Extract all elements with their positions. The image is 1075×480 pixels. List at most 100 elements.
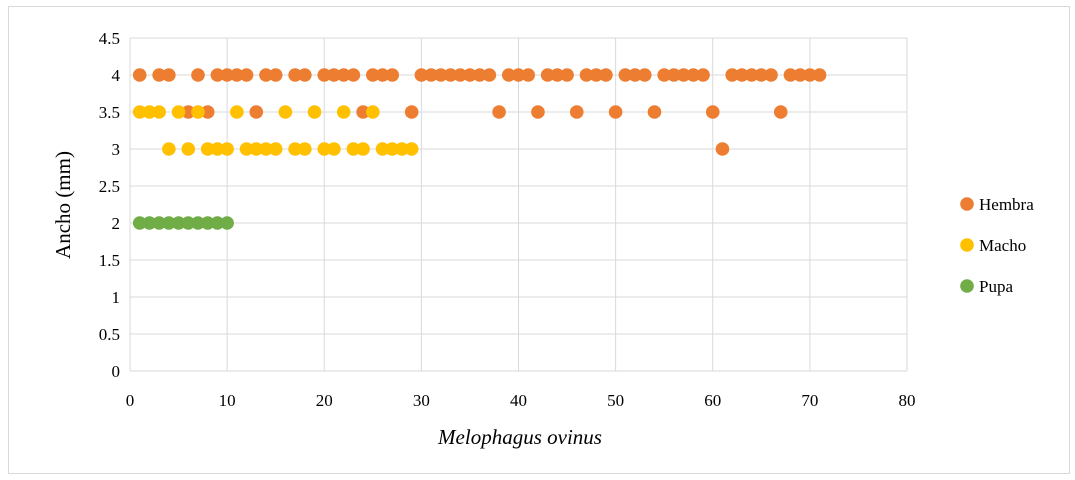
- data-point-hembra: [618, 68, 633, 82]
- data-point-hembra: [230, 68, 244, 82]
- data-point-hembra: [812, 68, 827, 82]
- data-point-hembra: [773, 105, 788, 119]
- data-point-hembra: [492, 105, 506, 119]
- data-point-hembra: [191, 68, 205, 82]
- data-point-hembra: [783, 68, 798, 82]
- data-point-hembra: [735, 68, 749, 82]
- y-tick-label: 2: [112, 214, 121, 233]
- y-tick-label: 1: [112, 288, 121, 307]
- data-point-hembra: [259, 68, 273, 82]
- data-point-hembra: [657, 68, 671, 82]
- data-point-hembra: [453, 68, 468, 82]
- data-point-macho: [259, 142, 273, 156]
- data-point-hembra: [647, 105, 662, 119]
- data-point-hembra: [132, 68, 147, 82]
- data-point-macho: [239, 142, 254, 156]
- data-point-hembra: [375, 68, 390, 82]
- data-point-hembra: [385, 68, 400, 82]
- data-point-hembra: [239, 68, 254, 82]
- data-point-hembra: [414, 68, 429, 82]
- data-point-macho: [278, 105, 293, 119]
- data-point-hembra: [346, 68, 361, 82]
- data-point-pupa: [181, 216, 196, 230]
- data-point-hembra: [434, 68, 448, 82]
- data-point-macho: [220, 142, 234, 156]
- x-tick-label: 50: [607, 391, 624, 410]
- data-point-hembra: [356, 105, 370, 119]
- data-point-pupa: [162, 216, 176, 230]
- data-point-hembra: [220, 68, 234, 82]
- data-point-hembra: [569, 105, 584, 119]
- x-axis-title: Melophagus ovinus: [437, 425, 602, 449]
- data-point-hembra: [288, 68, 302, 82]
- x-tick-label: 80: [899, 391, 916, 410]
- data-point-pupa: [152, 216, 166, 230]
- data-point-hembra: [667, 68, 681, 82]
- data-point-macho: [181, 142, 196, 156]
- x-tick-label: 20: [316, 391, 333, 410]
- data-point-pupa: [171, 216, 186, 230]
- data-point-hembra: [181, 105, 196, 119]
- data-point-hembra: [404, 105, 419, 119]
- data-point-pupa: [142, 216, 157, 230]
- data-point-macho: [132, 105, 147, 119]
- legend-marker-hembra: [960, 197, 974, 211]
- x-tick-label: 60: [704, 391, 721, 410]
- gridlines: [129, 37, 908, 372]
- data-point-macho: [191, 105, 205, 119]
- data-point-macho: [210, 142, 225, 156]
- data-point-hembra: [725, 68, 739, 82]
- data-point-hembra: [628, 68, 642, 82]
- data-point-hembra: [540, 68, 555, 82]
- x-tick-label: 10: [219, 391, 236, 410]
- data-point-hembra: [152, 68, 166, 82]
- data-point-hembra: [589, 68, 603, 82]
- data-point-macho: [268, 142, 283, 156]
- data-point-hembra: [705, 105, 720, 119]
- data-point-macho: [375, 142, 390, 156]
- y-tick-label: 3.5: [99, 103, 120, 122]
- data-point-pupa: [132, 216, 147, 230]
- data-point-hembra: [754, 68, 769, 82]
- legend-label-hembra: Hembra: [979, 195, 1034, 214]
- data-point-hembra: [803, 68, 817, 82]
- y-tick-label: 3: [112, 140, 121, 159]
- data-point-hembra: [715, 142, 730, 156]
- data-point-hembra: [550, 68, 565, 82]
- data-point-macho: [162, 142, 176, 156]
- x-tick-label: 70: [801, 391, 818, 410]
- data-point-hembra: [608, 105, 623, 119]
- data-point-hembra: [366, 68, 380, 82]
- data-point-macho: [200, 142, 215, 156]
- axes: 0 0.5 1 1.5 2 2.5 3 3.5 4 4.5 0 10 20 30 40 50 60 70 80: [99, 29, 916, 410]
- data-point-hembra: [200, 105, 215, 119]
- data-point-hembra: [686, 68, 701, 82]
- legend-marker-macho: [960, 238, 974, 252]
- data-points: [132, 68, 827, 230]
- data-point-pupa: [200, 216, 215, 230]
- data-point-macho: [298, 142, 312, 156]
- data-point-macho: [307, 105, 322, 119]
- y-tick-label: 4: [112, 66, 121, 85]
- data-point-hembra: [336, 68, 351, 82]
- data-point-macho: [404, 142, 419, 156]
- data-point-hembra: [599, 68, 613, 82]
- data-point-macho: [395, 142, 409, 156]
- data-point-hembra: [511, 68, 526, 82]
- data-point-hembra: [268, 68, 283, 82]
- data-point-hembra: [249, 105, 264, 119]
- data-point-macho: [249, 142, 264, 156]
- data-point-macho: [356, 142, 370, 156]
- data-point-macho: [288, 142, 302, 156]
- data-point-hembra: [162, 68, 176, 82]
- y-tick-label: 1.5: [99, 251, 120, 270]
- data-point-macho: [152, 105, 166, 119]
- data-point-hembra: [443, 68, 458, 82]
- data-point-hembra: [637, 68, 652, 82]
- legend-label-macho: Macho: [979, 236, 1026, 255]
- data-point-hembra: [501, 68, 516, 82]
- y-tick-label: 0: [112, 362, 121, 381]
- y-axis-title: Ancho (mm): [51, 151, 75, 259]
- legend: Hembra Macho Pupa: [960, 195, 1034, 296]
